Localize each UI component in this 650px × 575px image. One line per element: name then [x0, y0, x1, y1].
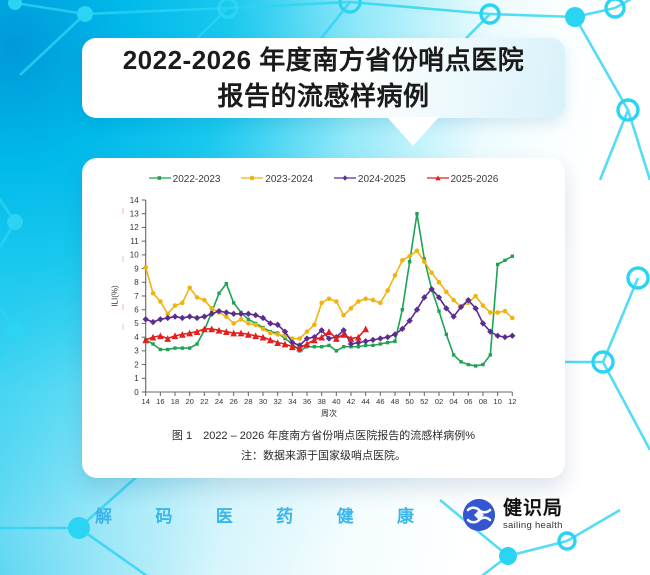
svg-text:12: 12	[508, 397, 516, 406]
svg-text:08: 08	[479, 397, 487, 406]
svg-text:周次: 周次	[321, 408, 337, 418]
svg-text:36: 36	[303, 397, 311, 406]
svg-text:38: 38	[317, 397, 325, 406]
svg-text:18: 18	[171, 397, 179, 406]
svg-text:26: 26	[229, 397, 237, 406]
svg-text:22: 22	[200, 397, 208, 406]
svg-text:44: 44	[361, 397, 369, 406]
svg-text:30: 30	[259, 397, 267, 406]
svg-text:0: 0	[134, 388, 139, 397]
svg-text:ILI(%): ILI(%)	[111, 285, 120, 307]
svg-text:46: 46	[376, 397, 384, 406]
svg-text:52: 52	[420, 397, 428, 406]
svg-text:16: 16	[156, 397, 164, 406]
svg-text:42: 42	[347, 397, 355, 406]
svg-text:7: 7	[134, 292, 139, 301]
svg-text:28: 28	[244, 397, 252, 406]
svg-text:12: 12	[130, 223, 139, 232]
svg-text:10: 10	[493, 397, 501, 406]
svg-text:20: 20	[185, 397, 193, 406]
svg-text:11: 11	[130, 237, 139, 246]
svg-text:50: 50	[405, 397, 413, 406]
svg-text:32: 32	[273, 397, 281, 406]
svg-text:02: 02	[435, 397, 443, 406]
svg-text:14: 14	[130, 196, 139, 205]
svg-text:06: 06	[464, 397, 472, 406]
svg-text:13: 13	[130, 210, 139, 219]
svg-text:34: 34	[288, 397, 296, 406]
svg-text:04: 04	[449, 397, 457, 406]
svg-text:3: 3	[134, 347, 139, 356]
svg-text:1: 1	[134, 374, 139, 383]
svg-text:9: 9	[134, 264, 139, 273]
svg-text:14: 14	[141, 397, 149, 406]
svg-text:6: 6	[134, 306, 139, 315]
svg-text:4: 4	[134, 333, 139, 342]
svg-text:5: 5	[134, 319, 139, 328]
svg-text:8: 8	[134, 278, 139, 287]
svg-text:10: 10	[130, 251, 139, 260]
svg-text:48: 48	[391, 397, 399, 406]
svg-text:2: 2	[134, 360, 139, 369]
svg-text:40: 40	[332, 397, 340, 406]
svg-text:24: 24	[215, 397, 223, 406]
